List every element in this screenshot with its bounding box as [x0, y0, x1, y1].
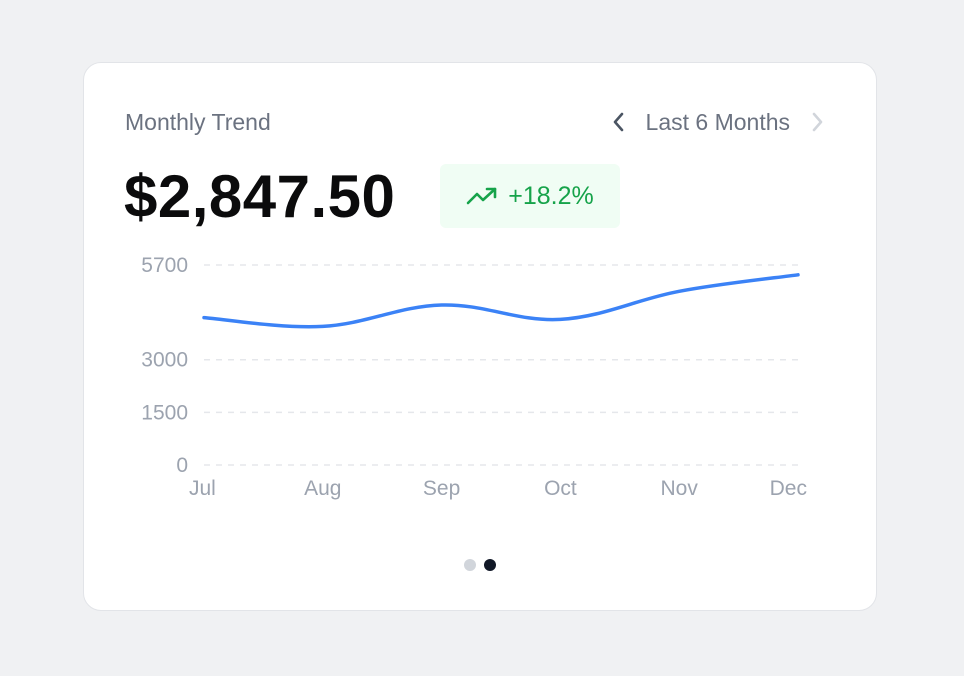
period-selector: Last 6 Months: [608, 107, 828, 137]
trending-up-icon: [466, 187, 497, 205]
next-period-button[interactable]: [806, 107, 828, 137]
x-tick-label: Jul: [189, 477, 216, 500]
prev-period-button[interactable]: [608, 107, 630, 137]
line-chart: 0 1500 3000 5700 Jul Aug Sep Oct Nov Dec: [141, 254, 807, 500]
page-dot[interactable]: [464, 559, 476, 571]
change-percent: +18.2%: [508, 181, 594, 210]
total-value: $2,847.50: [124, 163, 396, 230]
series-line: [202, 273, 800, 329]
x-tick-label: Oct: [544, 477, 577, 500]
chevron-left-icon: [613, 112, 623, 132]
chevron-right-icon: [812, 112, 823, 132]
monthly-trend-card: Monthly Trend Last 6 Months $2,847.50 +1…: [83, 62, 877, 611]
y-tick-label: 1500: [141, 401, 188, 424]
x-tick-label: Sep: [423, 477, 460, 500]
x-tick-label: Dec: [770, 477, 807, 500]
x-tick-label: Aug: [304, 477, 341, 500]
page-dot[interactable]: [484, 559, 496, 571]
y-tick-label: 5700: [141, 254, 188, 277]
card-title: Monthly Trend: [125, 109, 271, 135]
pagination-dots: [84, 559, 876, 571]
y-tick-label: 3000: [141, 349, 188, 372]
x-tick-label: Nov: [661, 477, 699, 500]
change-badge: +18.2%: [440, 164, 620, 228]
y-tick-label: 0: [176, 454, 188, 477]
period-label: Last 6 Months: [645, 108, 790, 135]
